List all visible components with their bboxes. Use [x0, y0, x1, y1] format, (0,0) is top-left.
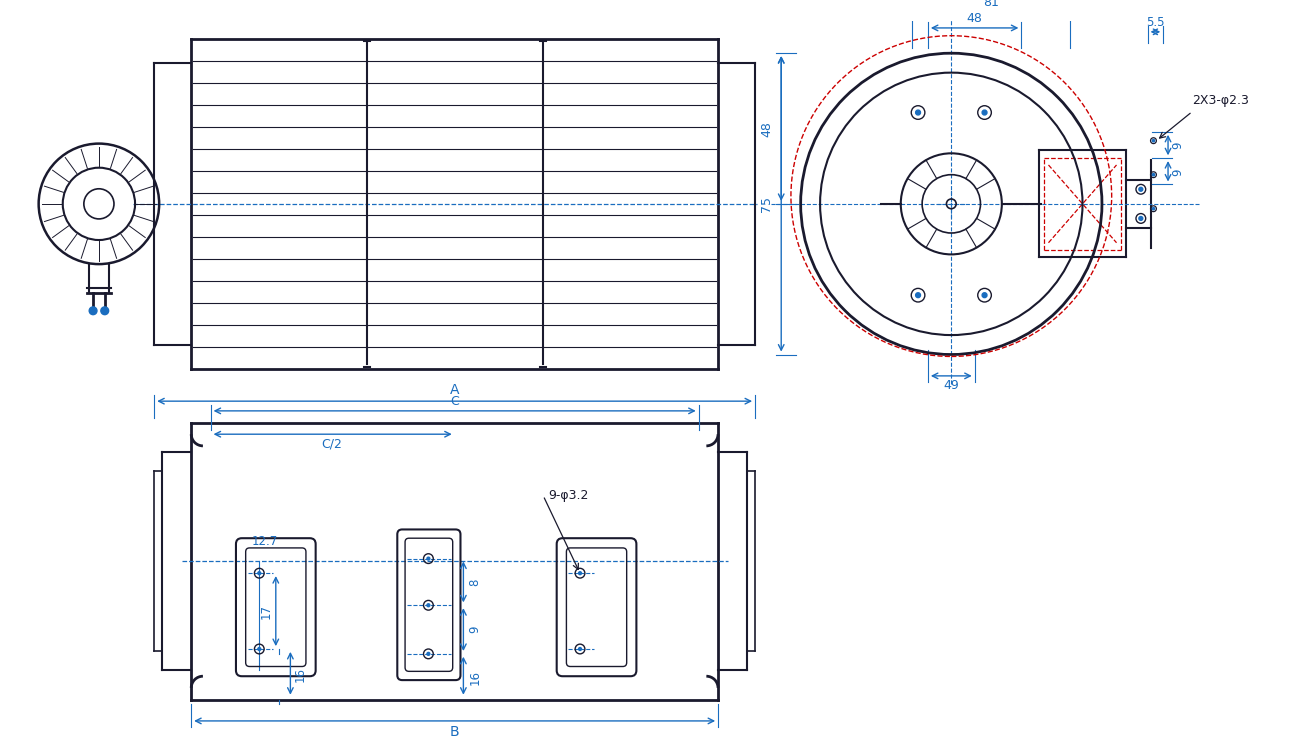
Text: 9: 9 — [468, 626, 481, 633]
Circle shape — [257, 648, 261, 651]
Circle shape — [915, 110, 920, 115]
Text: A: A — [450, 383, 459, 398]
Text: 16: 16 — [468, 669, 481, 684]
Text: 17: 17 — [260, 604, 273, 619]
Circle shape — [90, 307, 97, 315]
Circle shape — [578, 572, 581, 575]
Text: 9: 9 — [1171, 142, 1184, 149]
Text: 2X3-φ2.3: 2X3-φ2.3 — [1192, 93, 1249, 107]
Circle shape — [982, 293, 987, 297]
Circle shape — [1139, 217, 1143, 221]
Text: 9: 9 — [1171, 168, 1184, 175]
Text: C: C — [450, 395, 459, 407]
Text: 75: 75 — [760, 196, 774, 212]
Text: 5.5: 5.5 — [1147, 16, 1165, 29]
Text: 9-φ3.2: 9-φ3.2 — [547, 489, 589, 502]
Circle shape — [1139, 187, 1143, 191]
Circle shape — [257, 572, 261, 575]
Circle shape — [1152, 139, 1154, 142]
Circle shape — [426, 604, 430, 607]
Circle shape — [578, 648, 581, 651]
Circle shape — [1152, 208, 1154, 210]
Text: 12.7: 12.7 — [251, 535, 278, 548]
Text: 48: 48 — [967, 12, 983, 25]
Circle shape — [915, 293, 920, 297]
Circle shape — [426, 652, 430, 655]
Text: C/2: C/2 — [321, 437, 343, 450]
Text: 16: 16 — [294, 666, 307, 681]
Text: B: B — [450, 724, 459, 739]
Text: 48: 48 — [760, 121, 774, 137]
Circle shape — [982, 110, 987, 115]
Text: 8: 8 — [468, 578, 481, 586]
Circle shape — [101, 307, 109, 315]
Text: 81: 81 — [983, 0, 1000, 9]
Text: 49: 49 — [944, 379, 959, 392]
Circle shape — [1152, 173, 1154, 176]
Circle shape — [426, 557, 430, 560]
